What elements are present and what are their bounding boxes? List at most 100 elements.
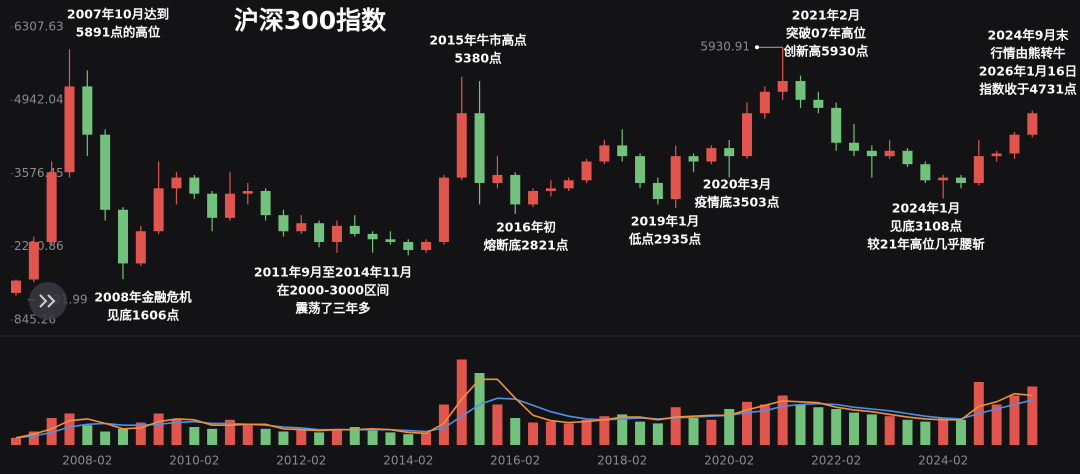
volume-bar — [278, 431, 289, 445]
volume-bar — [135, 422, 146, 445]
x-tick-label: 2010-02 — [169, 454, 219, 468]
volume-bar — [474, 373, 485, 445]
candle-body — [135, 231, 146, 264]
candle-body — [189, 177, 200, 194]
annotation: 指数收于4731点 — [979, 82, 1077, 97]
candle-body — [331, 225, 342, 242]
annotation: 2020年3月 — [703, 177, 772, 192]
volume-bar — [742, 401, 753, 445]
annotation: 2026年1月16日 — [979, 64, 1077, 79]
candle-body — [456, 113, 467, 178]
volume-bar — [171, 419, 182, 445]
candle-body — [278, 215, 289, 232]
annotation: 2024年1月 — [892, 201, 961, 216]
volume-bar — [314, 432, 325, 445]
x-tick-label: 2022-02 — [811, 454, 861, 468]
candle-body — [545, 188, 556, 192]
volume-bar — [100, 431, 111, 445]
volume-bar — [260, 428, 271, 445]
annotation: 震荡了三年多 — [294, 301, 371, 316]
candle-body — [706, 148, 717, 162]
candle-body — [1027, 113, 1038, 135]
volume-bar — [581, 419, 592, 445]
button-icon[interactable] — [39, 294, 56, 308]
candle-body — [599, 145, 610, 162]
volume-bar — [349, 427, 360, 445]
volume-bar — [207, 428, 218, 445]
annotation: 5380点 — [454, 51, 502, 66]
candle-body — [652, 182, 663, 200]
candle-body — [973, 156, 984, 183]
candle-body — [349, 225, 360, 234]
volume-bar — [385, 432, 396, 445]
annotation: 2015年牛市高点 — [429, 33, 527, 48]
candle-body — [617, 145, 628, 157]
annotation: 行情由熊转牛 — [989, 46, 1066, 61]
volume-bar — [189, 427, 200, 445]
candle-body — [902, 150, 913, 165]
x-tick-label: 2018-02 — [597, 454, 647, 468]
high-marker-label: 5930.91 — [700, 40, 750, 54]
volume-bar — [635, 421, 646, 445]
candle-body — [920, 164, 931, 181]
volume-bar — [224, 419, 235, 445]
candle-body — [153, 188, 164, 232]
button-circle[interactable] — [29, 282, 67, 320]
volume-bar — [153, 413, 164, 445]
candle-body — [438, 177, 449, 242]
annotation: 创新高5930点 — [783, 44, 869, 59]
candle-body — [296, 223, 307, 232]
volume-bar — [599, 416, 610, 445]
candle-body — [242, 191, 253, 194]
candle-body — [492, 174, 503, 183]
candle-body — [884, 150, 895, 157]
volume-bar — [938, 418, 949, 445]
candle-body — [224, 193, 235, 218]
candle-body — [260, 191, 271, 216]
annotation: 2016年初 — [496, 220, 556, 235]
volume-bar — [510, 418, 521, 445]
volume-bar — [795, 404, 806, 445]
candle-body — [82, 86, 93, 135]
chart-title: 沪深300指数 — [234, 6, 387, 35]
volume-bar — [421, 432, 432, 445]
volume-ma-line — [15, 397, 1033, 439]
candle-body — [474, 113, 485, 183]
annotation: 2019年1月 — [631, 214, 700, 229]
candle-body — [866, 150, 877, 157]
volume-bar — [46, 418, 57, 445]
volume-bar — [64, 413, 75, 445]
volume-bar — [920, 421, 931, 445]
collapse-button[interactable] — [29, 282, 67, 320]
x-tick-label: 2014-02 — [383, 454, 433, 468]
annotation: 熔断底2821点 — [484, 238, 569, 253]
candle-body — [100, 134, 111, 210]
candle-body — [563, 180, 574, 189]
annotation: 见底3108点 — [890, 219, 963, 234]
candle-body — [46, 172, 57, 242]
candle-body — [670, 156, 681, 200]
candle-body — [635, 156, 646, 183]
volume-bar — [403, 434, 414, 445]
candle-body — [528, 191, 539, 205]
y-tick-label: 4942.04 — [14, 93, 64, 107]
annotation: 见底1606点 — [107, 308, 180, 323]
candle-body — [777, 81, 788, 92]
volume-bar — [706, 419, 717, 445]
annotation: 2011年9月至2014年11月 — [254, 265, 412, 280]
candle-body — [510, 174, 521, 205]
candle-body — [742, 113, 753, 157]
candle-body — [1009, 134, 1020, 154]
volume-bar — [331, 428, 342, 445]
volume-bar — [117, 428, 128, 445]
annotation: 较21年高位几乎腰斩 — [867, 237, 985, 252]
volume-bar — [955, 419, 966, 445]
candle-body — [171, 177, 182, 189]
candle-body — [955, 177, 966, 183]
candle-body — [403, 241, 414, 251]
annotation: 2021年2月 — [792, 8, 861, 23]
annotation: 疫情底3503点 — [695, 195, 780, 210]
annotation: 突破07年高位 — [786, 26, 866, 41]
annotation: 在2000-3000区间 — [277, 283, 389, 298]
